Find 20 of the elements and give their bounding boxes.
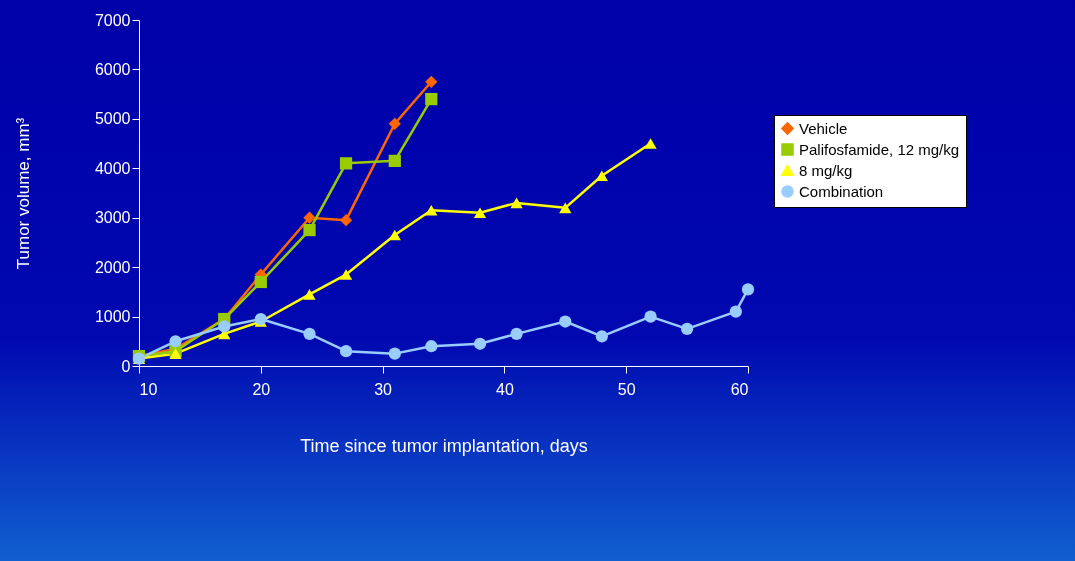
legend-label: Vehicle [799, 119, 848, 137]
x-tick-label: 60 [730, 380, 749, 398]
y-tick-label: 4000 [94, 159, 131, 177]
legend-label: Palifosfamide, 12 mg/kg [799, 140, 960, 158]
y-tick-label: 1000 [94, 308, 131, 326]
x-tick-label: 20 [252, 380, 271, 398]
y-tick-label: 6000 [94, 60, 131, 78]
x-tick-label: 50 [617, 380, 636, 398]
x-tick-label: 10 [139, 380, 158, 398]
y-axis-title: Tumor volume, mm³ [13, 117, 33, 270]
x-axis-title: Time since tumor implantation, days [300, 435, 588, 456]
y-tick-label: 3000 [94, 209, 131, 227]
legend-label: Combination [799, 182, 884, 200]
y-tick-label: 5000 [94, 110, 131, 128]
y-tick-label: 7000 [94, 11, 131, 29]
x-tick-label: 30 [374, 380, 393, 398]
y-tick-label: 0 [121, 357, 131, 375]
x-tick-label: 40 [496, 380, 514, 398]
legend-label: 8 mg/kg [799, 161, 853, 179]
y-tick-label: 2000 [94, 258, 131, 276]
